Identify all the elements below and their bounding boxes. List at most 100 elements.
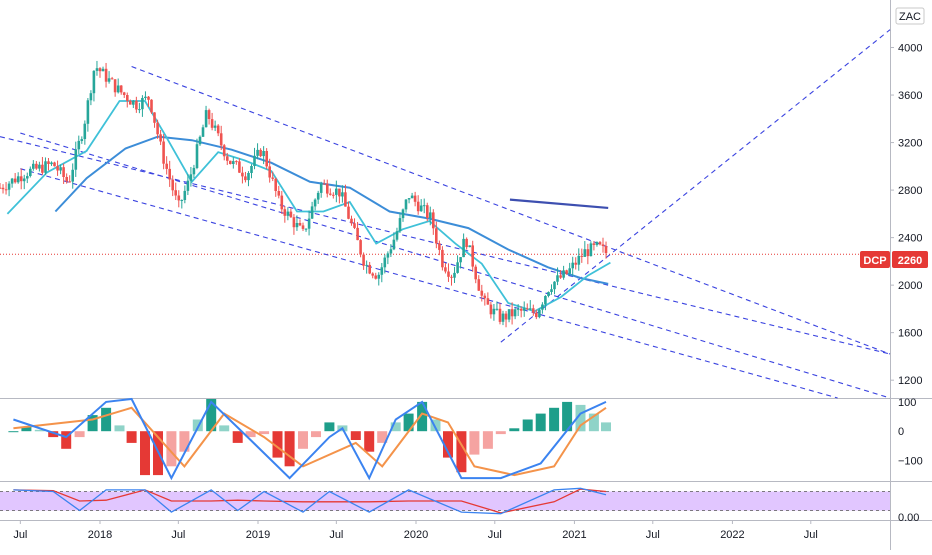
- momentum-bar: [549, 407, 560, 432]
- candle-body: [168, 168, 171, 180]
- candle-body: [129, 100, 132, 105]
- candle-body: [13, 178, 17, 183]
- candle-body: [65, 177, 68, 182]
- candle-body: [195, 144, 199, 168]
- candle-body: [441, 249, 444, 268]
- candle-body: [80, 139, 84, 141]
- candle-body: [429, 212, 432, 219]
- candle-body: [268, 166, 271, 178]
- candle-body: [589, 243, 593, 257]
- candle-body: [541, 304, 544, 310]
- candle-body: [522, 308, 526, 311]
- candle-body: [244, 176, 247, 181]
- candle-body: [344, 192, 347, 207]
- momentum-bar: [417, 401, 428, 432]
- candle-body: [165, 163, 168, 169]
- candle-body: [347, 206, 350, 219]
- momentum-bar: [390, 422, 401, 432]
- candle-body: [556, 275, 559, 282]
- candle-body: [356, 227, 359, 241]
- candle-body: [238, 161, 241, 173]
- candle-body: [465, 238, 468, 248]
- momentum-bar: [74, 431, 85, 438]
- candle-body: [471, 245, 474, 267]
- momentum-bar: [61, 431, 72, 449]
- time-axis-label: Jul: [13, 529, 27, 541]
- candle-body: [232, 161, 235, 164]
- candle-body: [495, 308, 499, 310]
- time-axis-label: Jul: [804, 529, 818, 541]
- momentum-bar: [284, 431, 295, 467]
- candle-body: [68, 181, 71, 183]
- candle-body: [286, 211, 290, 216]
- candle-body: [107, 78, 111, 82]
- candle-body: [392, 239, 396, 250]
- momentum-bar: [192, 419, 203, 432]
- momentum-bar: [509, 428, 520, 432]
- candle-body: [62, 167, 65, 177]
- candle-body: [571, 262, 574, 269]
- candle-body: [47, 161, 50, 164]
- candle-body: [377, 274, 381, 279]
- candle-body: [259, 149, 262, 157]
- channel-line: [20, 168, 838, 399]
- candle-body: [201, 127, 205, 137]
- candle-body: [22, 178, 26, 182]
- candle-body: [389, 249, 393, 254]
- momentum-bar: [588, 413, 599, 432]
- candle-body: [98, 68, 102, 72]
- momentum-bar: [206, 399, 217, 432]
- candle-body: [362, 254, 365, 266]
- channel-line: [0, 136, 891, 355]
- candle-body: [141, 98, 144, 110]
- candle-body: [104, 68, 108, 82]
- momentum-bar: [126, 431, 137, 443]
- momentum-bar: [364, 431, 375, 452]
- price-axis-label: 4000: [898, 43, 922, 55]
- candle-body: [189, 174, 193, 181]
- momentum-bar: [232, 431, 243, 443]
- candle-body: [319, 183, 323, 193]
- candle-body: [432, 212, 435, 229]
- candle-body: [438, 243, 441, 250]
- candle-body: [204, 110, 208, 128]
- time-axis-label: 2021: [562, 529, 586, 541]
- candle-body: [407, 198, 411, 200]
- candle-body: [0, 187, 2, 189]
- momentum-bar: [21, 426, 32, 432]
- candle-body: [192, 167, 196, 175]
- candle-body: [577, 255, 581, 265]
- candle-body: [595, 242, 599, 245]
- candle-body: [226, 156, 229, 161]
- candle-body: [371, 273, 374, 276]
- candle-body: [519, 308, 523, 311]
- candle-body: [489, 304, 493, 315]
- candle-body: [592, 243, 596, 245]
- candle-body: [156, 122, 159, 135]
- candle-body: [174, 190, 177, 196]
- candle-body: [498, 308, 502, 322]
- price-axis-label: 3600: [898, 90, 922, 102]
- candle-body: [10, 178, 14, 184]
- candle-body: [410, 195, 414, 199]
- candle-body: [126, 95, 129, 101]
- time-axis-label: 2022: [720, 529, 744, 541]
- candle-body: [150, 99, 153, 113]
- momentum-bar: [469, 431, 480, 455]
- candle-body: [304, 228, 308, 230]
- candle-body: [422, 205, 426, 207]
- symbol-price-label[interactable]: DCP 2260: [860, 251, 928, 268]
- momentum-bar: [87, 415, 98, 432]
- candle-body: [289, 211, 293, 218]
- candle-body: [295, 223, 299, 228]
- candle-body: [553, 281, 556, 290]
- stochastic-k-line: [13, 487, 607, 515]
- candle-body: [250, 166, 253, 173]
- candle-body: [7, 183, 11, 190]
- candle-body: [453, 272, 456, 278]
- candle-body: [507, 309, 511, 320]
- candle-body: [53, 162, 56, 167]
- last-price-label: 2260: [898, 255, 922, 267]
- candle-body: [213, 125, 217, 128]
- candle-body: [38, 164, 41, 169]
